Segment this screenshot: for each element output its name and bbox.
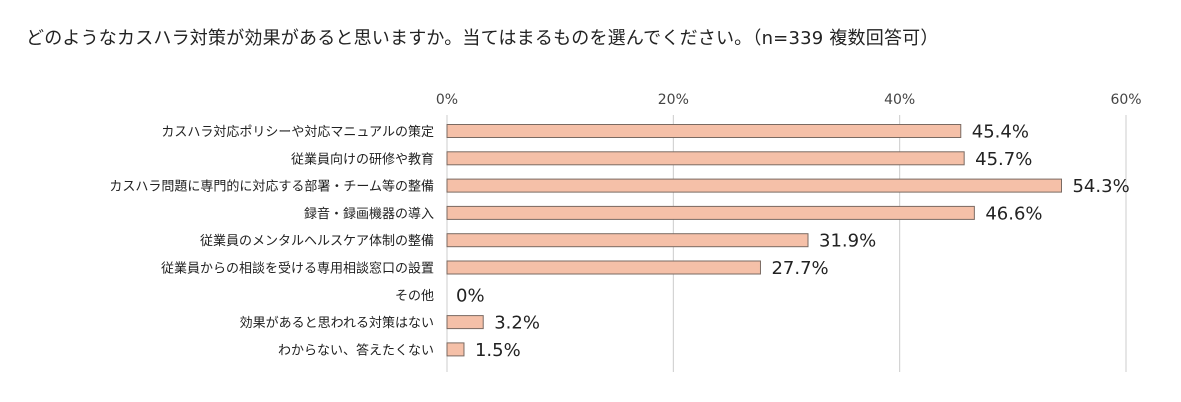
bar-0	[446, 124, 962, 138]
bar-1	[446, 151, 965, 166]
bar-7	[446, 315, 484, 330]
x-axis-ticks: 0% 20% 40% 60%	[436, 92, 1142, 108]
category-label-0: カスハラ対応ポリシーや対応マニュアルの策定	[161, 124, 434, 140]
bar-4	[446, 233, 809, 248]
category-label-1: 従業員向けの研修や教育	[291, 151, 434, 167]
bar-3	[446, 205, 975, 220]
value-label-4: 31.9%	[819, 231, 876, 252]
category-label-4: 従業員のメンタルヘルスケア体制の整備	[200, 233, 434, 249]
value-label-6: 0%	[456, 285, 485, 306]
category-label-7: 効果があると思われる対策はない	[240, 315, 434, 331]
value-label-5: 27.7%	[771, 258, 828, 279]
bar-5	[446, 260, 761, 275]
bar-8	[446, 342, 465, 357]
category-label-3: 録音・録画機器の導入	[304, 206, 434, 222]
chart-title: どのようなカスハラ対策が効果があると思いますか。当てはまるものを選んでください。…	[26, 28, 939, 49]
x-tick-label-60: 60%	[1110, 92, 1141, 108]
category-labels: カスハラ対応ポリシーや対応マニュアルの策定従業員向けの研修や教育カスハラ問題に専…	[109, 124, 434, 358]
value-label-2: 54.3%	[1072, 176, 1129, 197]
x-tick-label-0: 0%	[436, 92, 458, 108]
bars	[446, 124, 1062, 357]
x-tick-label-40: 40%	[884, 92, 915, 108]
x-tick-label-20: 20%	[658, 92, 689, 108]
value-labels: 45.4% 45.7% 54.3% 46.6% 31.9% 27.7% 0% 3.2% 1.5%	[456, 122, 1130, 361]
category-label-2: カスハラ問題に専門的に対応する部署・チーム等の整備	[109, 179, 434, 195]
category-label-8: わからない、答えたくない	[278, 342, 434, 358]
value-label-7: 3.2%	[494, 313, 540, 334]
value-label-1: 45.7%	[975, 149, 1032, 170]
value-label-3: 46.6%	[985, 203, 1042, 224]
value-label-0: 45.4%	[972, 122, 1029, 143]
category-label-6: その他	[395, 289, 434, 304]
category-label-5: 従業員からの相談を受ける専用相談窓口の設置	[161, 261, 434, 277]
bar-2	[446, 178, 1062, 193]
value-label-8: 1.5%	[475, 340, 521, 361]
